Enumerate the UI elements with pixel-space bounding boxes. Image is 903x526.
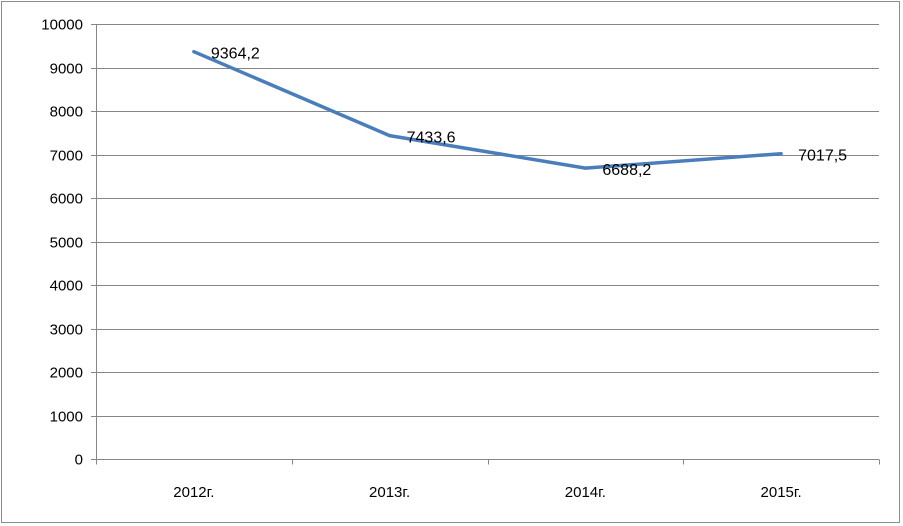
data-labels: 9364,2 7433,6 6688,2 7017,5 xyxy=(211,46,847,179)
y-tick-label: 4000 xyxy=(50,278,83,295)
y-tick-label: 6000 xyxy=(50,191,83,208)
series xyxy=(192,49,783,170)
y-tick-label: 7000 xyxy=(50,148,83,165)
data-label: 6688,2 xyxy=(602,162,651,179)
x-tick-label: 2014г. xyxy=(565,484,606,501)
y-tick-label: 3000 xyxy=(50,322,83,339)
y-tick-label: 9000 xyxy=(50,61,83,78)
y-tick-label: 10000 xyxy=(41,17,83,34)
data-label: 7433,6 xyxy=(407,130,456,147)
axes xyxy=(91,24,880,465)
y-tick-label: 0 xyxy=(75,452,83,469)
x-tick-labels: 2012г. 2013г. 2014г. 2015г. xyxy=(173,484,801,501)
y-tick-label: 5000 xyxy=(50,235,83,252)
x-tick-label: 2012г. xyxy=(173,484,214,501)
data-label: 9364,2 xyxy=(211,46,260,63)
x-tick-label: 2015г. xyxy=(761,484,802,501)
y-tick-label: 1000 xyxy=(50,409,83,426)
data-label: 7017,5 xyxy=(798,148,847,165)
y-tick-labels: 0 1000 2000 3000 4000 5000 6000 7000 8000 9000 100… xyxy=(41,17,83,469)
y-tick-label: 8000 xyxy=(50,104,83,121)
gridlines xyxy=(96,24,879,417)
y-tick-label: 2000 xyxy=(50,365,83,382)
x-tick-label: 2013г. xyxy=(369,484,410,501)
series-line xyxy=(192,49,783,170)
